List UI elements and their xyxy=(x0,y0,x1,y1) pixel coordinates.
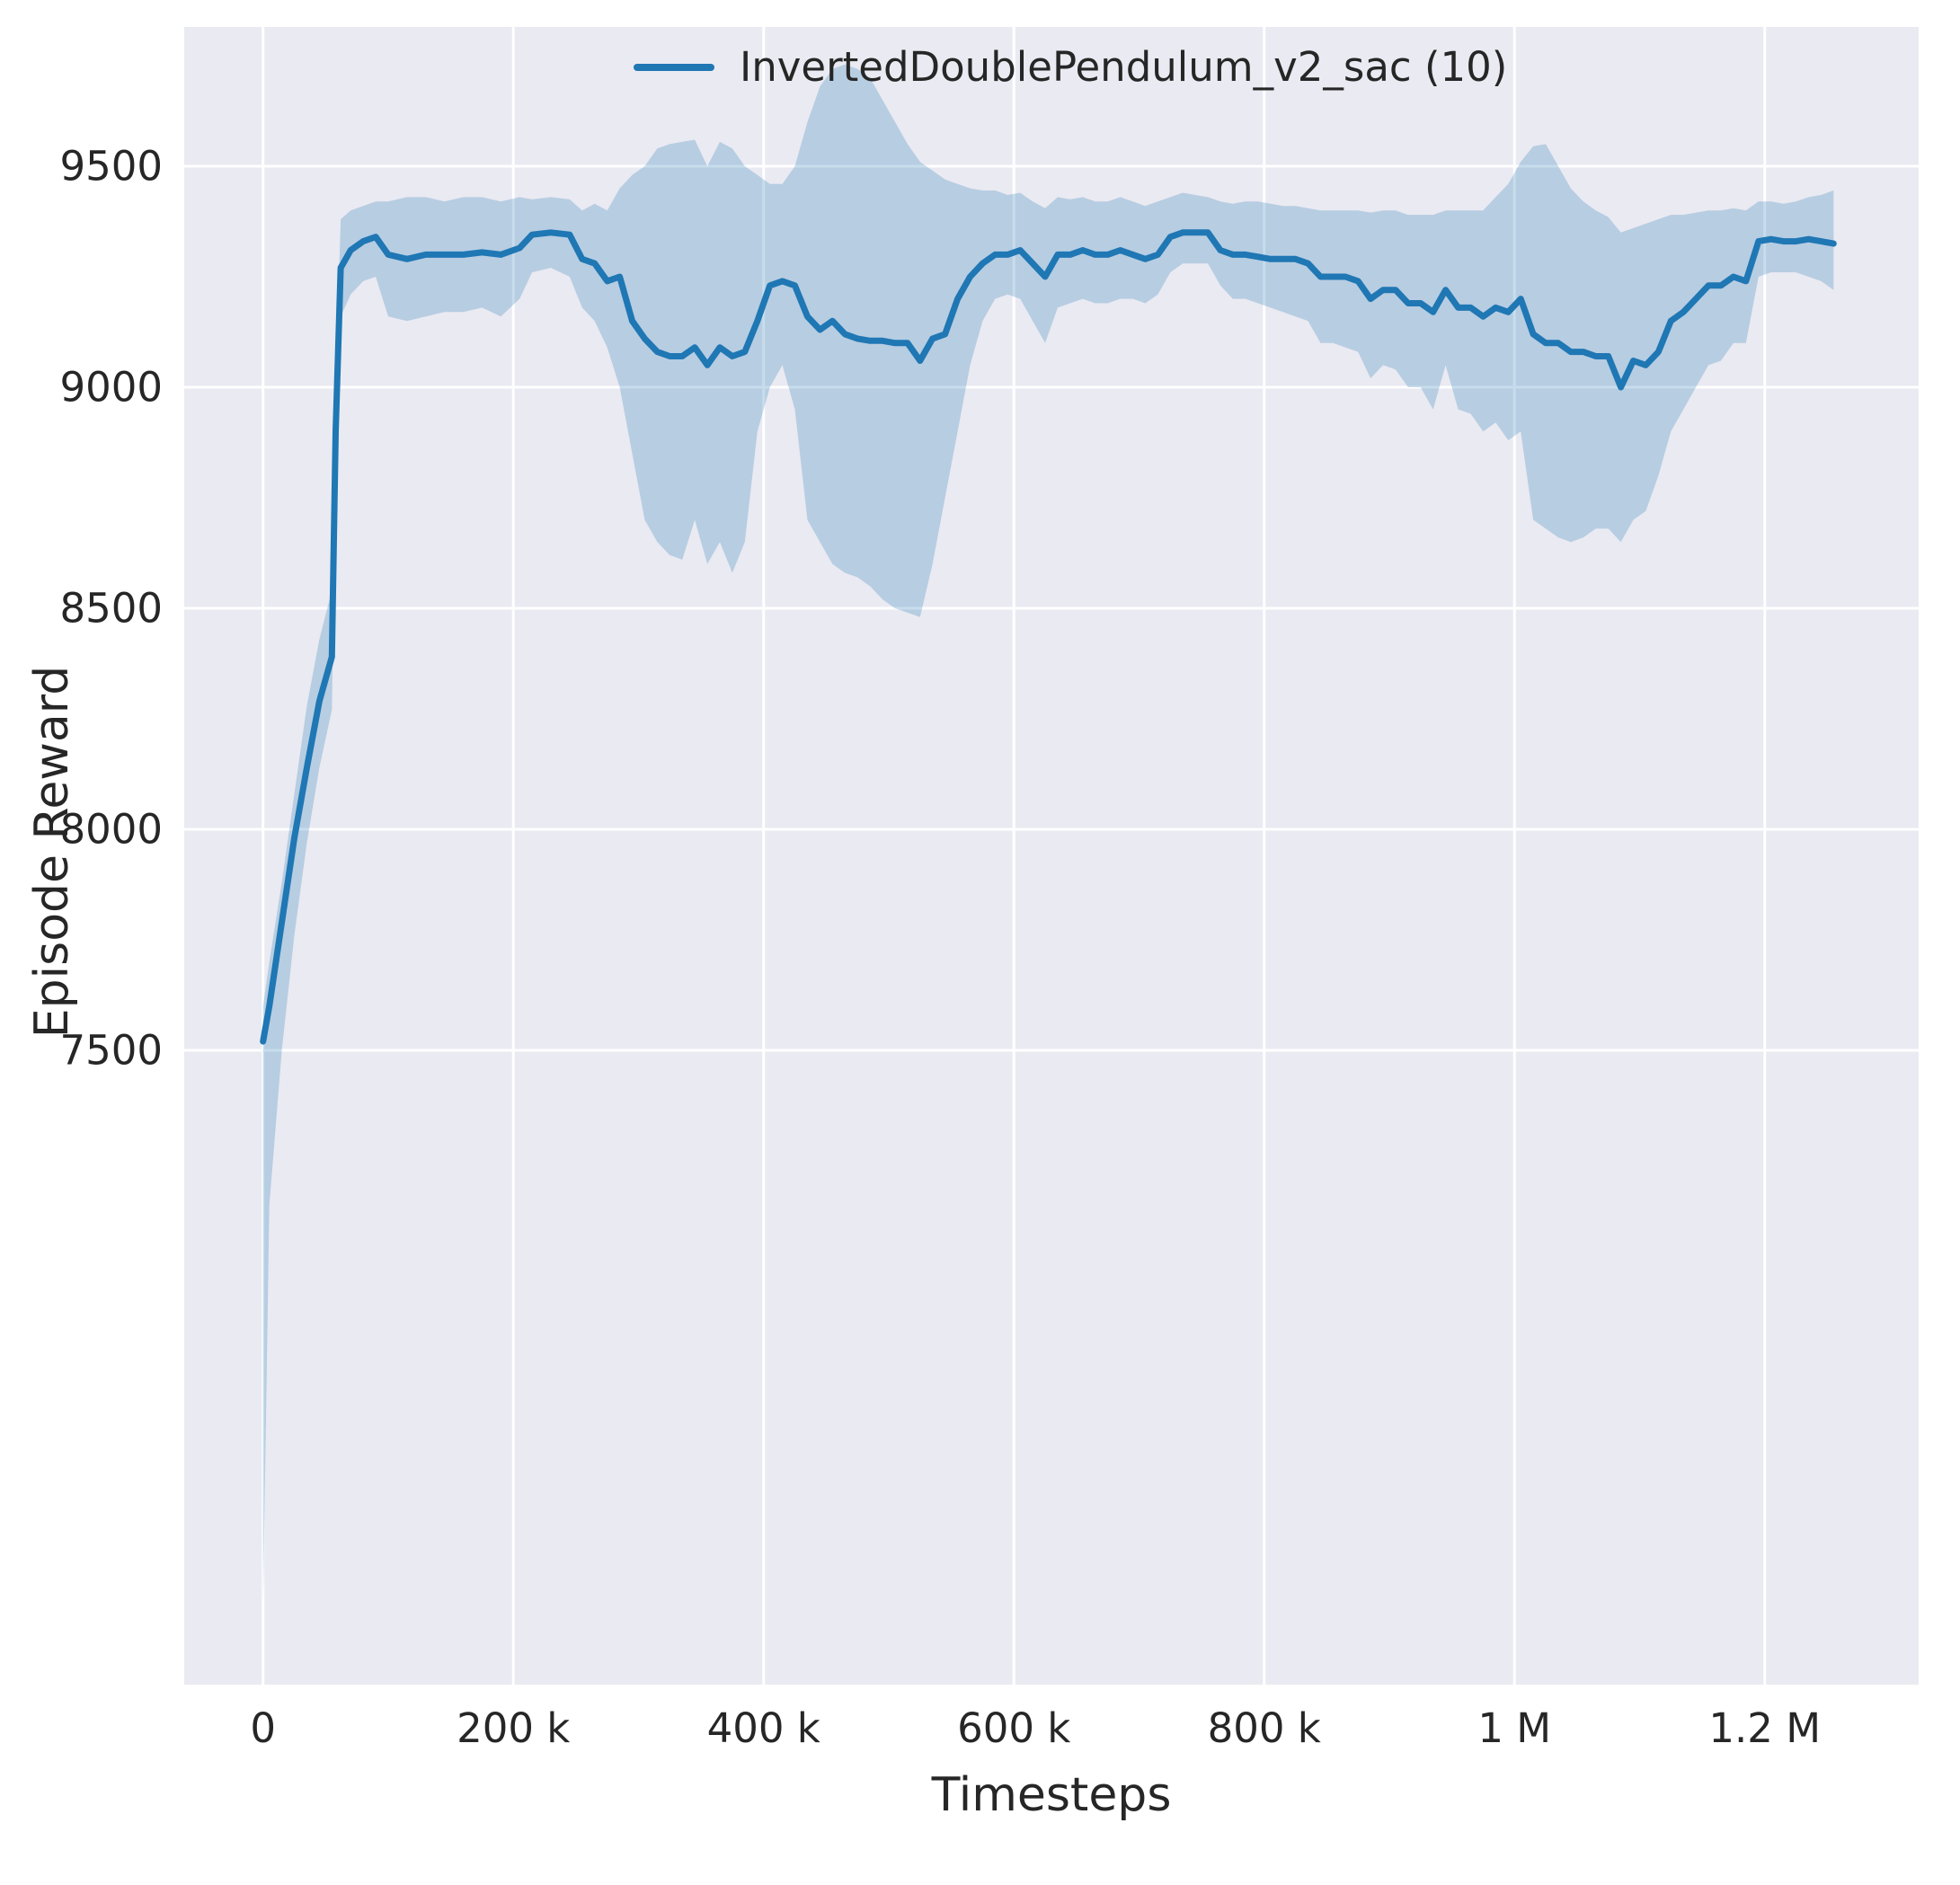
legend-label: InvertedDoublePendulum_v2_sac (10) xyxy=(740,43,1508,91)
x-tick-label: 200 k xyxy=(457,1704,570,1752)
y-tick-label: 9500 xyxy=(59,142,163,190)
mean-line xyxy=(260,229,1837,1045)
legend: InvertedDoublePendulum_v2_sac (10) xyxy=(634,43,1507,91)
legend-line-swatch xyxy=(634,63,714,71)
y-axis-label: Episode Reward xyxy=(25,665,79,1039)
y-tick-label: 7500 xyxy=(59,1026,163,1074)
x-tick-label: 1 M xyxy=(1477,1704,1551,1752)
x-tick-label: 400 k xyxy=(707,1704,820,1752)
x-tick-label: 800 k xyxy=(1208,1704,1321,1752)
plot-area xyxy=(184,27,1919,1685)
x-tick-label: 600 k xyxy=(957,1704,1070,1752)
x-axis-label: Timesteps xyxy=(931,1768,1172,1822)
y-tick-label: 9000 xyxy=(59,363,163,411)
x-tick-label: 1.2 M xyxy=(1708,1704,1821,1752)
y-tick-label: 8000 xyxy=(59,805,163,853)
x-tick-label: 0 xyxy=(250,1704,276,1752)
y-tick-label: 8500 xyxy=(59,584,163,632)
confidence-band xyxy=(262,64,1834,1607)
